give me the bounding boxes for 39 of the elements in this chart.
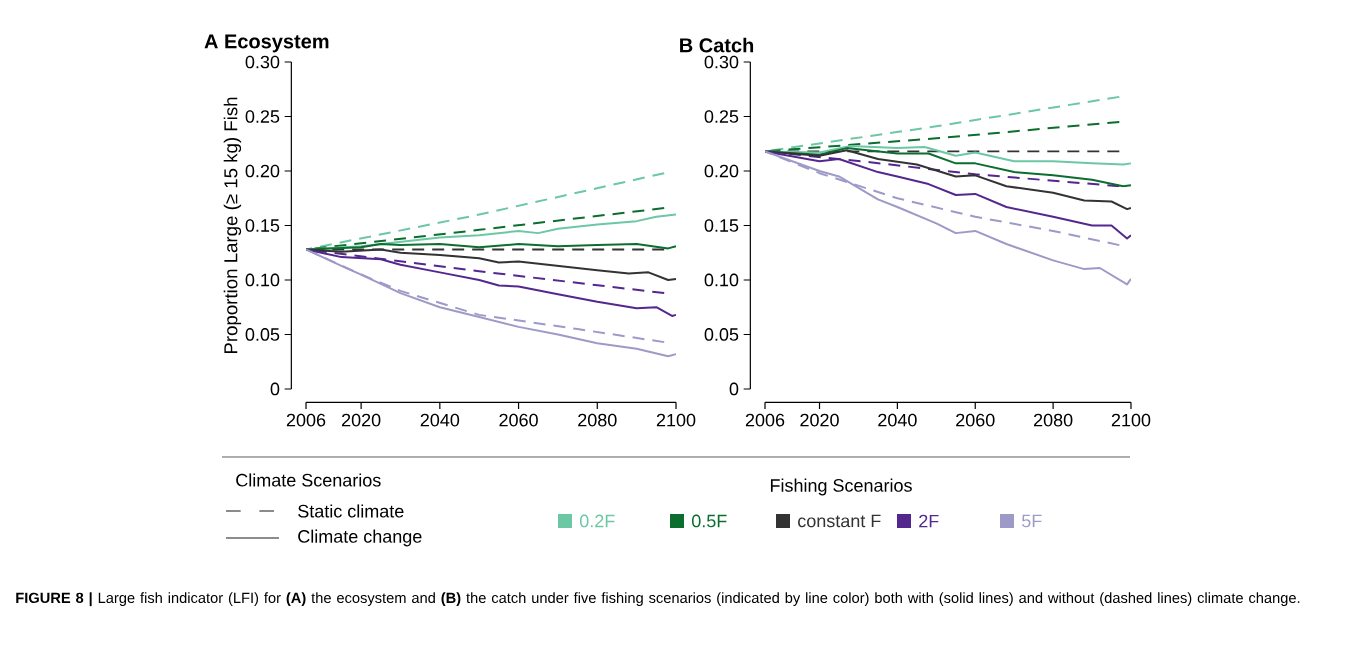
y-tick-label: 0.20 xyxy=(704,164,739,178)
y-tick-label: 0.30 xyxy=(704,55,739,69)
x-tick-label: 2040 xyxy=(878,413,917,427)
y-axis-title: Proportion Large (≥ 15 kg) Fish xyxy=(223,97,242,354)
x-tick-label: 2020 xyxy=(341,413,381,427)
x-tick-label: 2080 xyxy=(1033,413,1073,427)
y-tick-label: 0.25 xyxy=(245,110,280,123)
y-tick-label: 0.15 xyxy=(704,219,739,232)
x-tick-label: 2100 xyxy=(656,413,696,427)
x-tick-label: 2100 xyxy=(1111,413,1151,427)
x-tick-label: 2060 xyxy=(499,413,538,427)
chart-title: B Catch xyxy=(680,37,754,53)
text: Climate change xyxy=(298,529,422,547)
y-tick-label: 0.25 xyxy=(704,110,739,123)
legend-title: Fishing Scenarios xyxy=(770,478,912,496)
legend-label: 0.5F xyxy=(691,514,727,528)
y-tick-label: 0.10 xyxy=(704,273,739,287)
text: Climate Scenarios xyxy=(236,473,381,487)
y-tick-label: 0.15 xyxy=(245,219,280,232)
legend-label: 5F xyxy=(1021,514,1042,528)
x-tick-label: 2006 xyxy=(745,413,785,427)
y-tick-label: 0.30 xyxy=(245,55,280,69)
y-tick-label: 0.20 xyxy=(245,164,280,178)
text: FIGURE 8 | Large fish indicator (LFI) for (A) the ecosystem and (B) the catch under five fishing scenarios (indicated by line color) both with (solid lines) and without (dashed lines) climate change. xyxy=(16,592,1300,607)
chart-title: A Ecosystem xyxy=(204,34,329,53)
legend-label: constant F xyxy=(798,514,881,528)
y-tick-label: 0.10 xyxy=(245,273,280,287)
y-tick-label: 0.05 xyxy=(245,328,280,341)
x-tick-label: 2040 xyxy=(420,413,460,427)
y-tick-label: 0.05 xyxy=(704,328,739,341)
legend-label: 0.2F xyxy=(579,514,615,528)
y-tick-label: 0 xyxy=(270,382,280,396)
x-tick-label: 2060 xyxy=(956,413,995,427)
x-tick-label: 2020 xyxy=(800,413,839,427)
x-tick-label: 2006 xyxy=(286,413,326,427)
legend-label: 2F xyxy=(919,514,939,528)
text: Static climate xyxy=(298,504,404,518)
x-tick-label: 2080 xyxy=(578,413,617,427)
y-tick-label: 0 xyxy=(729,382,739,396)
